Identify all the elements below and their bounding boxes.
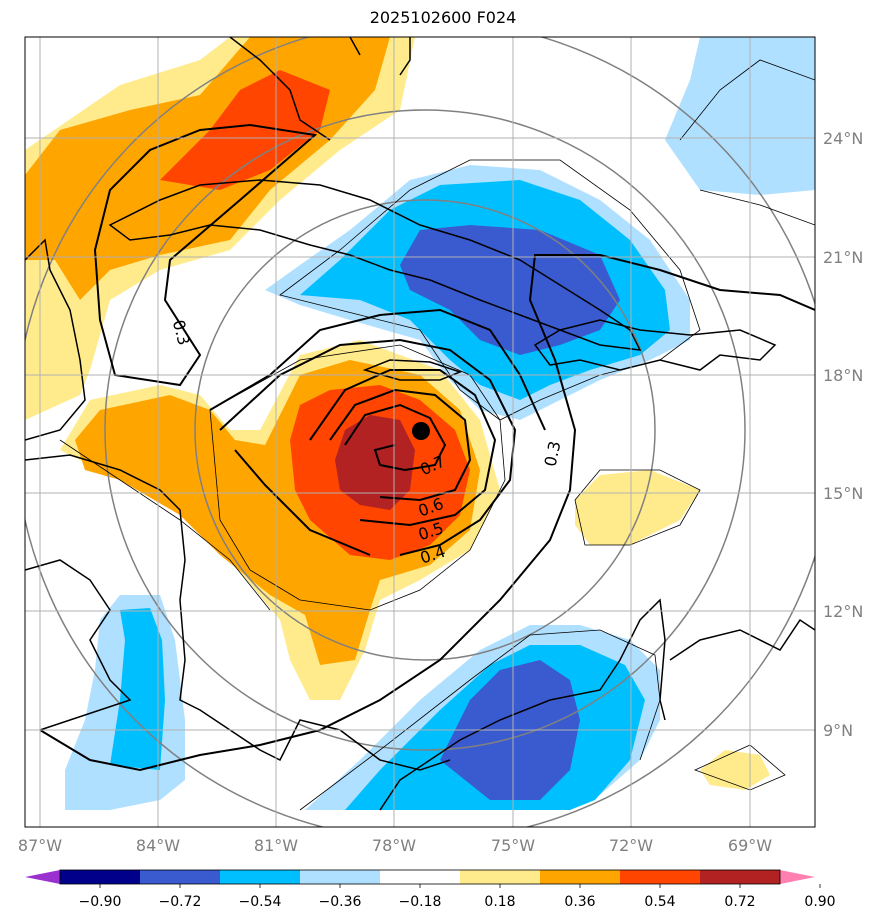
shade-ne-light-blue [665,37,815,195]
contour-nw-03 [93,123,318,387]
map-title: 2025102600 F024 [369,8,517,27]
plot-frame [24,36,816,828]
shaded-field [25,37,815,810]
colorbar-label: 0.72 [724,894,755,910]
coastline-jamaica [362,359,463,381]
coastline-florida [229,37,411,141]
colorbar-label: 0.18 [484,894,515,910]
y-tick-labels: 24°N 21°N 18°N 15°N 12°N 9°N [823,129,863,740]
coastlines [25,37,815,811]
y-tick-label: 24°N [823,129,863,148]
thin-contour-south [59,439,661,811]
coastline-yucatan [25,238,86,441]
colorbar-label: 0.90 [804,894,835,910]
thin-contour-se [693,744,786,791]
colorbar-label: −0.18 [399,894,442,910]
x-tick-label: 69°W [728,836,772,855]
shade-se-yellow [700,750,770,790]
x-tick-labels: 87°W 84°W 81°W 78°W 75°W 72°W 69°W [18,836,772,855]
colorbar-extend-right [780,870,815,884]
x-tick-label: 84°W [136,836,180,855]
thin-contour-cuba [279,159,701,421]
colorbar-bin [620,870,701,884]
contour-outer-03 [39,254,815,772]
colorbar-label: −0.54 [239,894,282,910]
thin-contour-central [209,344,506,611]
y-tick-label: 15°N [823,484,863,503]
colorbar-label: −0.90 [79,894,122,910]
thin-contours [59,59,815,811]
contour-05 [309,369,497,527]
contour-04 [219,338,517,556]
coastline-hispaniola [533,319,777,371]
contour-label-03-east: 0.3 [541,439,565,468]
y-tick-label: 12°N [823,602,863,621]
shade-east-yellow [575,470,700,545]
colorbar-bin [140,870,221,884]
colorbar-bin [60,870,141,884]
colorbar-bin [380,870,461,884]
colorbar-bin [220,870,301,884]
x-tick-label: 78°W [372,836,416,855]
coastline-cuba [108,179,642,351]
shade-central-darkred [335,415,415,510]
colorbar-bin [540,870,621,884]
range-rings [25,37,815,827]
contour-label-03-nw: 0.3 [169,318,194,348]
shade-nw-red [160,70,330,190]
colorbar-label: 0.54 [644,894,675,910]
x-tick-label: 72°W [609,836,653,855]
y-tick-label: 21°N [823,248,863,267]
thick-contours [39,123,815,772]
x-tick-label: 75°W [491,836,535,855]
range-ring-2 [104,109,746,751]
colorbar-bin [700,870,781,884]
y-tick-label: 18°N [823,366,863,385]
thin-contour-east [574,469,701,546]
x-tick-label: 87°W [18,836,62,855]
range-ring-1 [194,199,656,661]
colorbar-label: −0.72 [159,894,202,910]
thin-contour-ne [679,59,815,226]
graticule [25,37,815,827]
colorbar-bin [460,870,541,884]
colorbar-bin [300,870,381,884]
colorbar: −0.90 −0.72 −0.54 −0.36 −0.18 0.18 0.36 0.54 0.7… [25,869,836,910]
contour-07 [344,403,447,472]
colorbar-label: −0.36 [319,894,362,910]
contour-06 [329,388,472,502]
x-tick-label: 81°W [254,836,298,855]
y-tick-label: 9°N [823,721,853,740]
colorbar-extend-left [25,870,60,884]
storm-center-marker [412,422,430,440]
coastline-south-america [379,598,815,811]
coastline-central-america [25,454,451,771]
colorbar-label: 0.36 [564,894,595,910]
